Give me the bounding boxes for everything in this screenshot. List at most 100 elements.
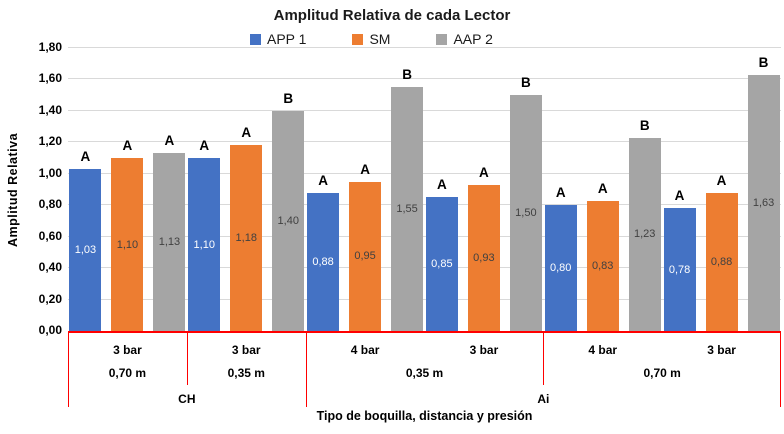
- bar-app-1: 0,78: [663, 208, 696, 331]
- gridlines: [68, 47, 781, 331]
- bar-cell: A 0,80: [544, 185, 577, 331]
- distance-label: 0,70 m: [643, 366, 681, 380]
- bar-aap-2: 1,13: [153, 153, 186, 331]
- significance-letter: B: [283, 90, 294, 106]
- gridline: [68, 141, 781, 143]
- nozzle-label: CH: [178, 392, 196, 406]
- bar-app-1: 0,80: [544, 205, 577, 331]
- bar-app-1: 1,03: [69, 169, 102, 331]
- bar-value-label: 1,50: [515, 207, 537, 220]
- bar-cell: B 1,63: [747, 54, 780, 331]
- bar-cell: A 1,03: [69, 150, 102, 331]
- bar-value-label: 1,23: [634, 228, 656, 241]
- bar-cell: A 0,88: [307, 173, 340, 331]
- bar-value-label: 0,93: [473, 251, 495, 264]
- significance-letter: A: [555, 185, 566, 201]
- significance-letter: B: [521, 75, 531, 91]
- bar-group-2: A 1,10 A 1,18 B 1,40: [187, 48, 306, 331]
- bar-sm: 0,95: [349, 181, 382, 331]
- significance-letter: A: [674, 188, 685, 204]
- bar-value-label: 1,18: [235, 232, 257, 245]
- gridline: [68, 109, 781, 111]
- gridline: [68, 47, 781, 48]
- bar-value-label: 0,80: [550, 262, 572, 275]
- bar-group-5: A 0,80 A 0,83 B 1,23: [543, 48, 662, 331]
- bar-cell: B 1,55: [391, 67, 424, 331]
- y-tick-label: 0,80: [38, 197, 62, 212]
- y-tick-label: 1,20: [38, 134, 62, 149]
- bar-cell: A 1,10: [188, 138, 221, 331]
- bar-sm: 0,88: [705, 192, 738, 331]
- gridline: [68, 78, 781, 80]
- significance-letter: A: [360, 161, 370, 177]
- legend-swatch-icon: [352, 33, 364, 45]
- bar-app-1: 1,10: [188, 158, 221, 331]
- bar-aap-2: 1,40: [272, 110, 305, 331]
- bar-cell: A 0,95: [349, 161, 382, 331]
- bar-aap-2: 1,55: [391, 87, 424, 331]
- gridline: [68, 235, 781, 237]
- pressure-label: 3 bar: [113, 343, 142, 357]
- legend-label: SM: [369, 31, 391, 47]
- legend-label: APP 1: [267, 31, 307, 47]
- bar-group-3: A 0,88 A 0,95 B 1,55: [306, 48, 425, 331]
- significance-letter: A: [716, 172, 727, 188]
- bar-group-4: A 0,85 A 0,93 B 1,50: [424, 48, 543, 331]
- legend-swatch-icon: [250, 33, 261, 45]
- legend-item-1: APP 1: [250, 31, 306, 47]
- bar-group-1: A 1,03 A 1,10 A 1,13: [68, 48, 187, 331]
- bar-cell: A 1,18: [230, 126, 263, 331]
- x-axis-category-table: 3 bar 3 bar 4 bar 3 bar 4 bar 3 bar 0,70 m 0,35…: [68, 331, 781, 408]
- pressure-label: 4 bar: [350, 343, 380, 357]
- bar-cell: A 1,10: [111, 138, 144, 331]
- bar-cell: A 0,78: [663, 188, 696, 331]
- bar-value-label: 1,13: [158, 236, 181, 249]
- bar-cell: B 1,40: [272, 90, 305, 331]
- category-divider-line: [779, 331, 781, 407]
- significance-letter: B: [402, 67, 412, 83]
- bar-aap-2: 1,23: [628, 137, 661, 331]
- gridline: [68, 298, 781, 300]
- bar-cell: A 0,88: [705, 172, 738, 331]
- pressure-label: 3 bar: [469, 343, 499, 357]
- bar-sm: 1,10: [111, 158, 144, 331]
- bar-value-label: 0,78: [668, 263, 691, 276]
- bar-value-label: 0,88: [312, 255, 334, 268]
- bar-value-label: 1,10: [116, 238, 139, 251]
- bar-value-label: 0,83: [592, 259, 614, 272]
- bar-cell: A 0,93: [467, 165, 500, 331]
- bar-sm: 0,83: [586, 200, 619, 331]
- significance-letter: A: [199, 138, 210, 154]
- gridline: [68, 172, 781, 174]
- gridline: [68, 204, 781, 206]
- significance-letter: B: [758, 54, 769, 70]
- bar-cell: A 1,13: [153, 133, 186, 331]
- y-tick-label: 1,00: [38, 165, 62, 180]
- bar-sm: 1,18: [230, 145, 263, 331]
- distance-label: 0,35 m: [227, 366, 265, 380]
- y-tick-label: 1,60: [38, 71, 62, 86]
- y-tick-label: 0,20: [38, 291, 62, 306]
- x-axis-title: Tipo de boquilla, distancia y presión: [316, 409, 533, 423]
- y-tick-label: 0,40: [38, 260, 62, 275]
- legend: APP 1 SM AAP 2: [250, 31, 493, 47]
- bar-cell: A 0,85: [425, 178, 458, 331]
- bar-cell: A 0,83: [586, 180, 619, 331]
- significance-letter: A: [597, 180, 608, 196]
- bar-value-label: 0,95: [354, 250, 376, 263]
- legend-item-3: AAP 2: [436, 31, 493, 47]
- pressure-label: 4 bar: [588, 343, 618, 357]
- category-divider-line: [305, 331, 307, 407]
- chart-title: Amplitud Relativa de cada Lector: [273, 7, 511, 24]
- bar-aap-2: 1,50: [509, 95, 542, 331]
- significance-letter: A: [122, 138, 133, 154]
- pressure-label: 3 bar: [707, 343, 736, 357]
- bar-group-6: A 0,78 A 0,88 B 1,63: [662, 48, 781, 331]
- bar-value-label: 1,03: [74, 244, 97, 257]
- bar-cell: B 1,23: [628, 118, 661, 331]
- significance-letter: A: [164, 133, 175, 149]
- bar-value-label: 0,88: [710, 255, 733, 268]
- bar-value-label: 1,40: [277, 214, 299, 227]
- bar-app-1: 0,88: [307, 192, 340, 331]
